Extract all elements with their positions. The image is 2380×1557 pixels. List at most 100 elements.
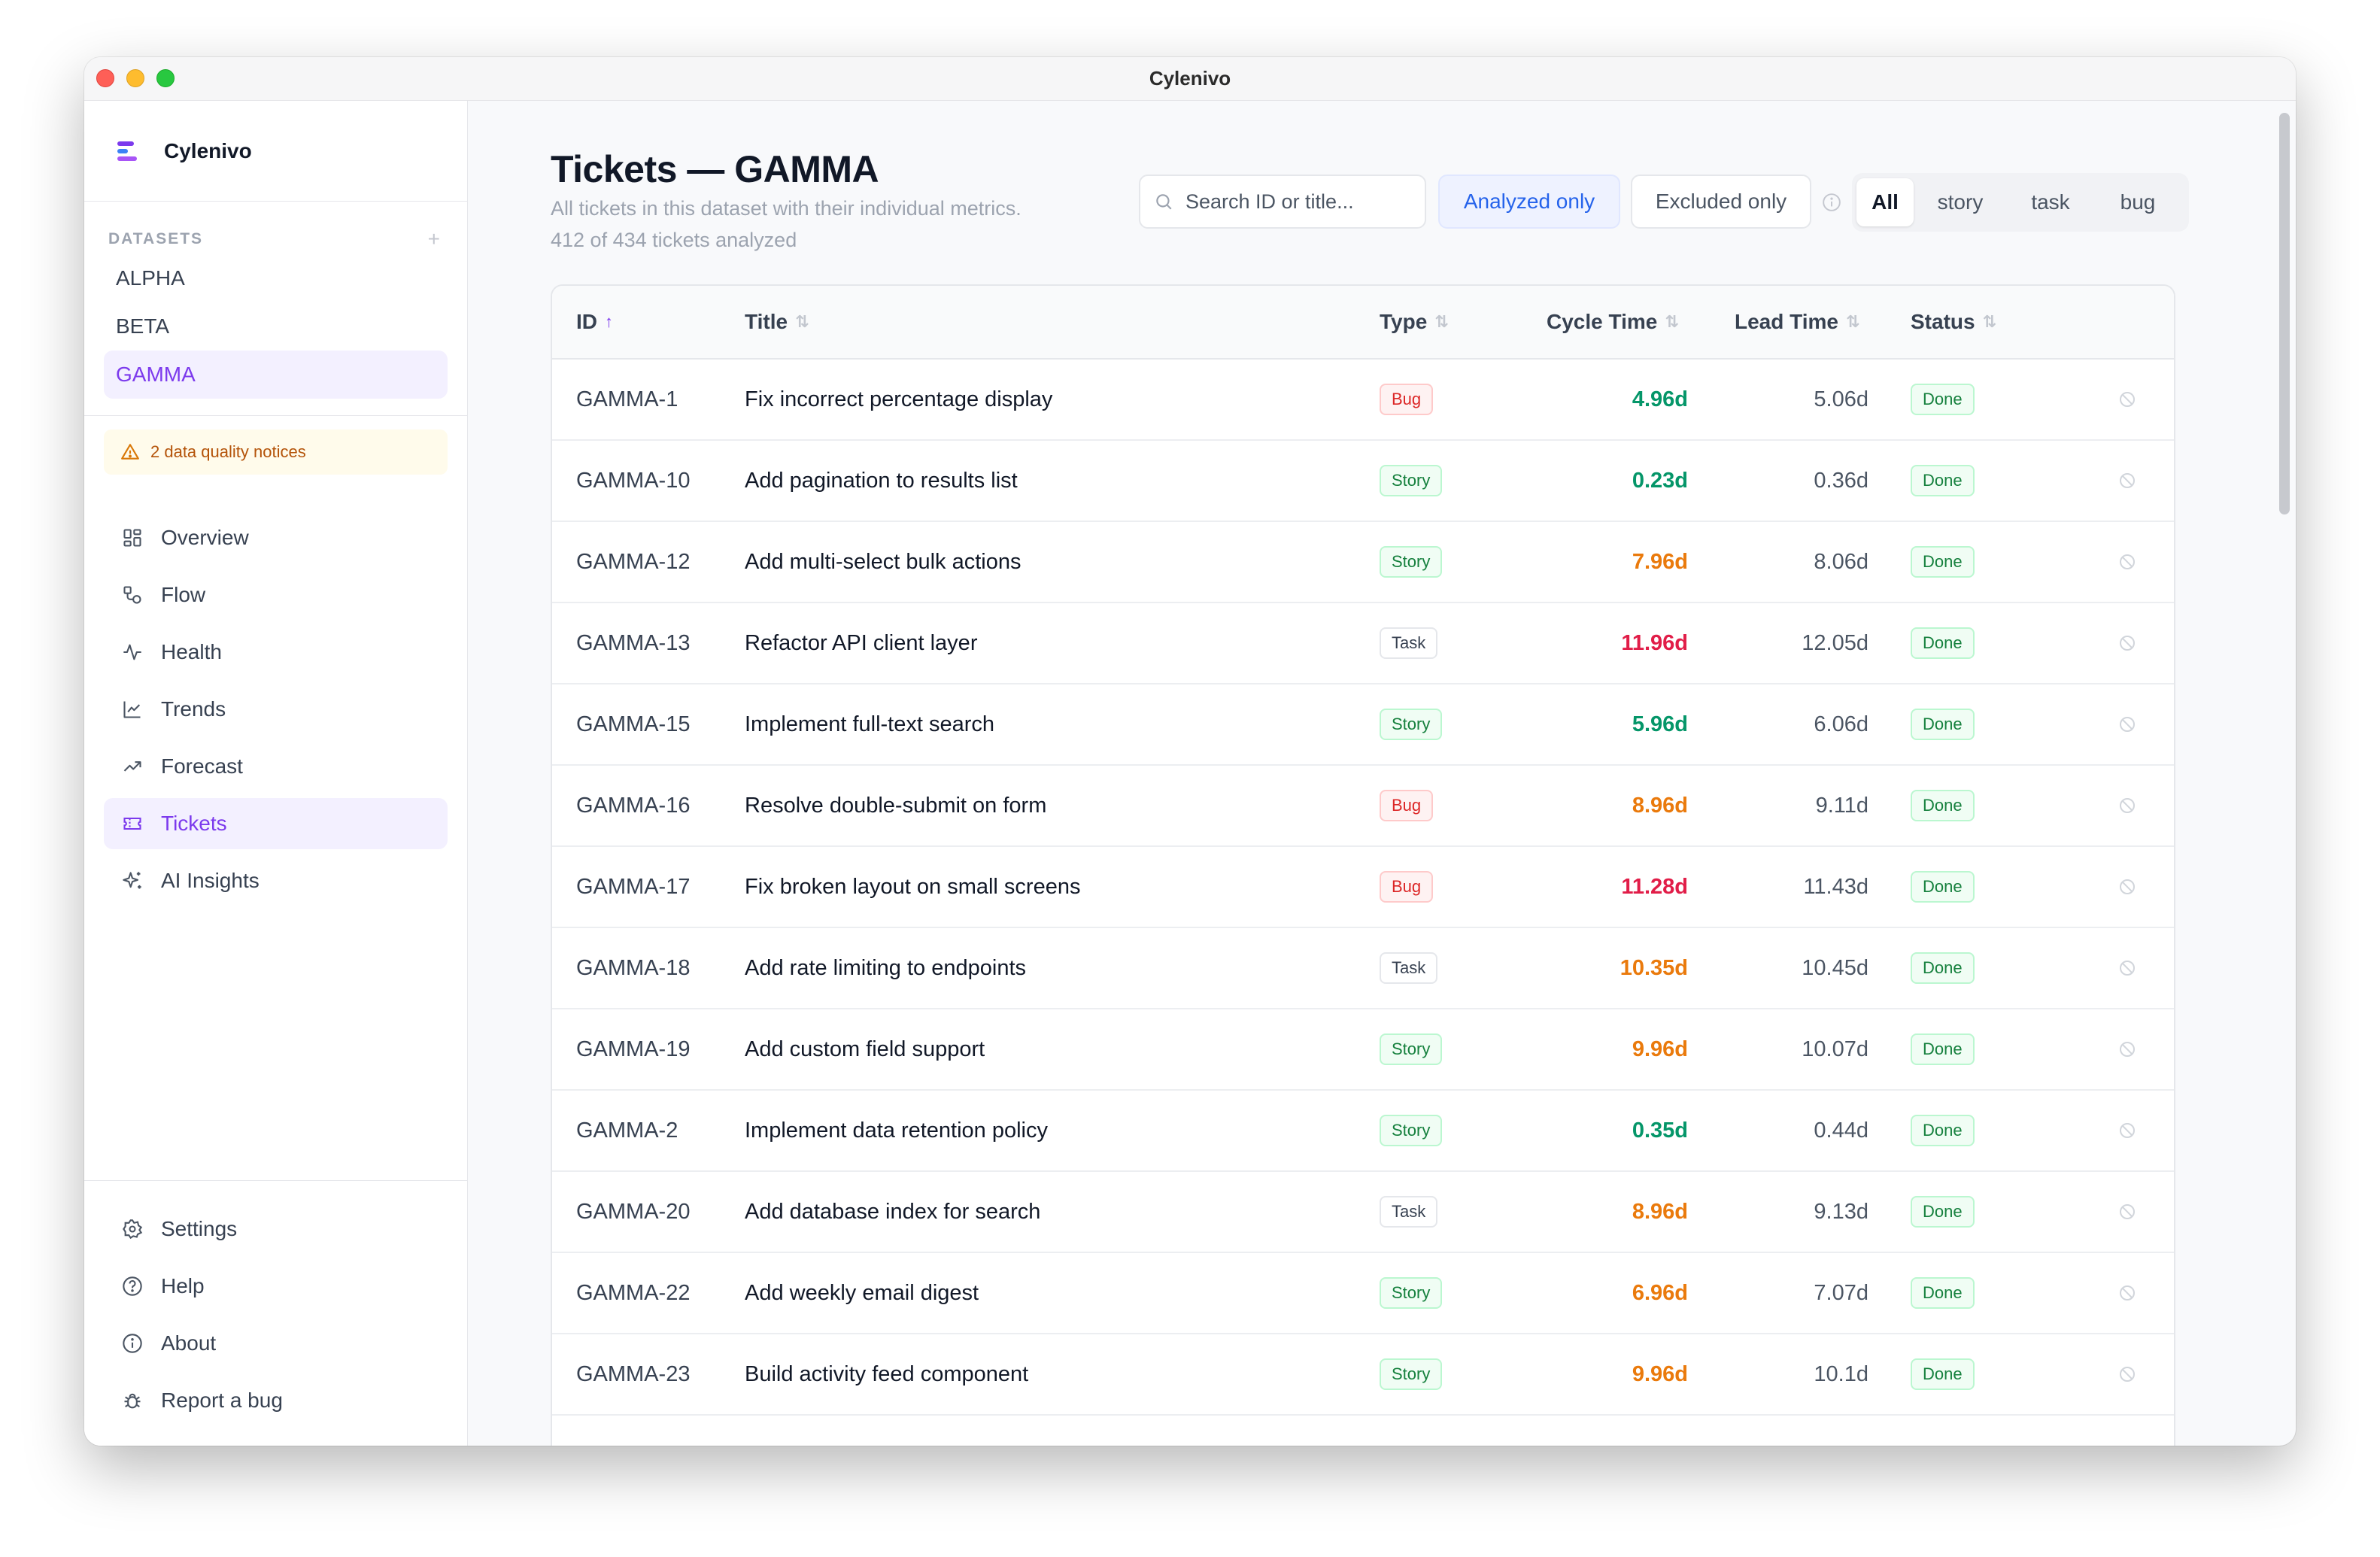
nav-item-tickets[interactable]: Tickets [104,798,448,849]
table-body: GAMMA-1 Fix incorrect percentage display B… [552,360,2174,1416]
nav-item-about[interactable]: About [104,1318,448,1369]
ban-icon [2120,798,2135,813]
nav-item-help[interactable]: Help [104,1261,448,1312]
ticket-title: Add database index for search [745,1199,1041,1224]
ticket-id: GAMMA-22 [576,1280,691,1305]
column-label: ID [576,310,597,333]
data-quality-notice[interactable]: 2 data quality notices [104,429,448,475]
exclude-ticket-button[interactable] [2118,522,2136,602]
table-row[interactable]: GAMMA-17 Fix broken layout on small scree… [552,847,2174,928]
search-icon [1156,194,1172,210]
add-dataset-button[interactable]: + [427,227,440,250]
table-row[interactable]: GAMMA-13 Refactor API client layer Task 11.… [552,603,2174,684]
nav-item-health[interactable]: Health [104,627,448,678]
bug-icon [120,1389,144,1413]
cycle-time: 4.96d [1632,387,1688,411]
dataset-item-gamma[interactable]: GAMMA [104,351,448,399]
column-header-cycle-time[interactable]: Cycle Time ⇅ [1547,310,1679,334]
exclude-ticket-button[interactable] [2118,441,2136,521]
table-row[interactable]: GAMMA-16 Resolve double-submit on form Bug… [552,766,2174,847]
title-bar: Cylenivo [84,57,2296,101]
exclude-ticket-button[interactable] [2118,1172,2136,1252]
table-row[interactable]: GAMMA-23 Build activity feed component Sto… [552,1334,2174,1416]
cycle-time: 8.96d [1632,1199,1688,1224]
ticket-type-cell: Story [1380,684,1443,764]
nav-item-flow[interactable]: Flow [104,569,448,621]
table-row[interactable]: GAMMA-2 Implement data retention policy St… [552,1091,2174,1172]
nav-item-trends[interactable]: Trends [104,684,448,735]
status-cell: Done [1911,847,1975,927]
table-row[interactable]: GAMMA-20 Add database index for search Tas… [552,1172,2174,1253]
cycle-time: 10.35d [1620,955,1688,980]
ticket-type-cell: Story [1380,441,1443,521]
dataset-item-beta[interactable]: BETA [116,314,170,338]
type-filter-task[interactable]: task [2031,190,2070,214]
scrollbar[interactable] [2279,105,2290,1444]
nav-item-report-bug[interactable]: Report a bug [104,1375,448,1426]
nav-label: About [161,1331,217,1355]
analyzed-summary: 412 of 434 tickets analyzed [551,229,797,251]
table-row[interactable]: GAMMA-19 Add custom field support Story 9.9… [552,1009,2174,1091]
column-header-type[interactable]: Type ⇅ [1380,310,1449,334]
table-row[interactable]: GAMMA-22 Add weekly email digest Story 6.96… [552,1253,2174,1334]
exclude-ticket-button[interactable] [2118,928,2136,1008]
exclude-ticket-button[interactable] [2118,766,2136,845]
exclude-ticket-button[interactable] [2118,847,2136,927]
type-filter-story[interactable]: story [1937,190,1984,214]
table-header: ID ↑ Title ⇅ Type ⇅ Cycle Time ⇅ Lead Time ⇅ … [552,286,2174,360]
dataset-item-alpha[interactable]: ALPHA [116,266,185,290]
search-box[interactable] [1139,175,1426,229]
ban-icon [2120,1367,2135,1382]
table-row[interactable]: GAMMA-10 Add pagination to results list St… [552,441,2174,522]
info-icon[interactable] [1822,193,1841,212]
status-badge: Done [1911,384,1975,415]
exclude-ticket-button[interactable] [2118,1334,2136,1414]
search-input[interactable] [1185,190,1411,214]
exclude-ticket-button[interactable] [2118,1091,2136,1170]
scrollbar-thumb[interactable] [2279,113,2290,514]
nav-item-overview[interactable]: Overview [104,512,448,563]
excluded-only-button[interactable]: Excluded only [1631,175,1811,229]
type-filter-bug[interactable]: bug [2120,190,2156,214]
ticket-title: Resolve double-submit on form [745,793,1047,818]
lead-time: 0.44d [1814,1118,1868,1143]
status-cell: Done [1911,522,1975,602]
analyzed-only-button[interactable]: Analyzed only [1438,175,1620,229]
exclude-ticket-button[interactable] [2118,1009,2136,1089]
cycle-time: 0.23d [1632,468,1688,493]
sort-icon: ⇅ [1665,312,1679,331]
table-row[interactable]: GAMMA-15 Implement full-text search Story 5… [552,684,2174,766]
nav-item-forecast[interactable]: Forecast [104,741,448,792]
column-label: Type [1380,310,1428,333]
ticket-icon [120,812,144,836]
table-row[interactable]: GAMMA-18 Add rate limiting to endpoints Ta… [552,928,2174,1009]
column-header-lead-time[interactable]: Lead Time ⇅ [1735,310,1859,334]
main-content: Tickets — GAMMA All tickets in this data… [468,101,2296,1446]
column-header-id[interactable]: ID ↑ [576,310,613,334]
type-badge: Story [1380,709,1443,740]
window-controls [96,69,175,87]
ticket-type-cell: Story [1380,1009,1443,1089]
table-row[interactable]: GAMMA-12 Add multi-select bulk actions Sto… [552,522,2174,603]
sort-icon: ⇅ [1982,312,1997,331]
table-row[interactable]: GAMMA-1 Fix incorrect percentage display B… [552,360,2174,441]
exclude-ticket-button[interactable] [2118,684,2136,764]
exclude-ticket-button[interactable] [2118,360,2136,439]
exclude-ticket-button[interactable] [2118,1253,2136,1333]
exclude-ticket-button[interactable] [2118,603,2136,683]
lead-time: 11.43d [1803,874,1868,899]
close-window-button[interactable] [96,69,114,87]
ticket-type-cell: Story [1380,1253,1443,1333]
column-header-title[interactable]: Title ⇅ [745,310,809,334]
column-label: Cycle Time [1547,310,1658,333]
datasets-title: DATASETS [108,230,204,247]
type-badge: Task [1380,1196,1438,1228]
nav-item-ai-insights[interactable]: AI Insights [104,855,448,906]
column-header-status[interactable]: Status ⇅ [1911,310,1996,334]
nav-item-settings[interactable]: Settings [104,1203,448,1255]
nav-label: Report a bug [161,1389,283,1412]
type-filter-all[interactable]: All [1856,178,1914,226]
zoom-window-button[interactable] [156,69,175,87]
minimize-window-button[interactable] [126,69,144,87]
ban-icon [2120,1204,2135,1219]
